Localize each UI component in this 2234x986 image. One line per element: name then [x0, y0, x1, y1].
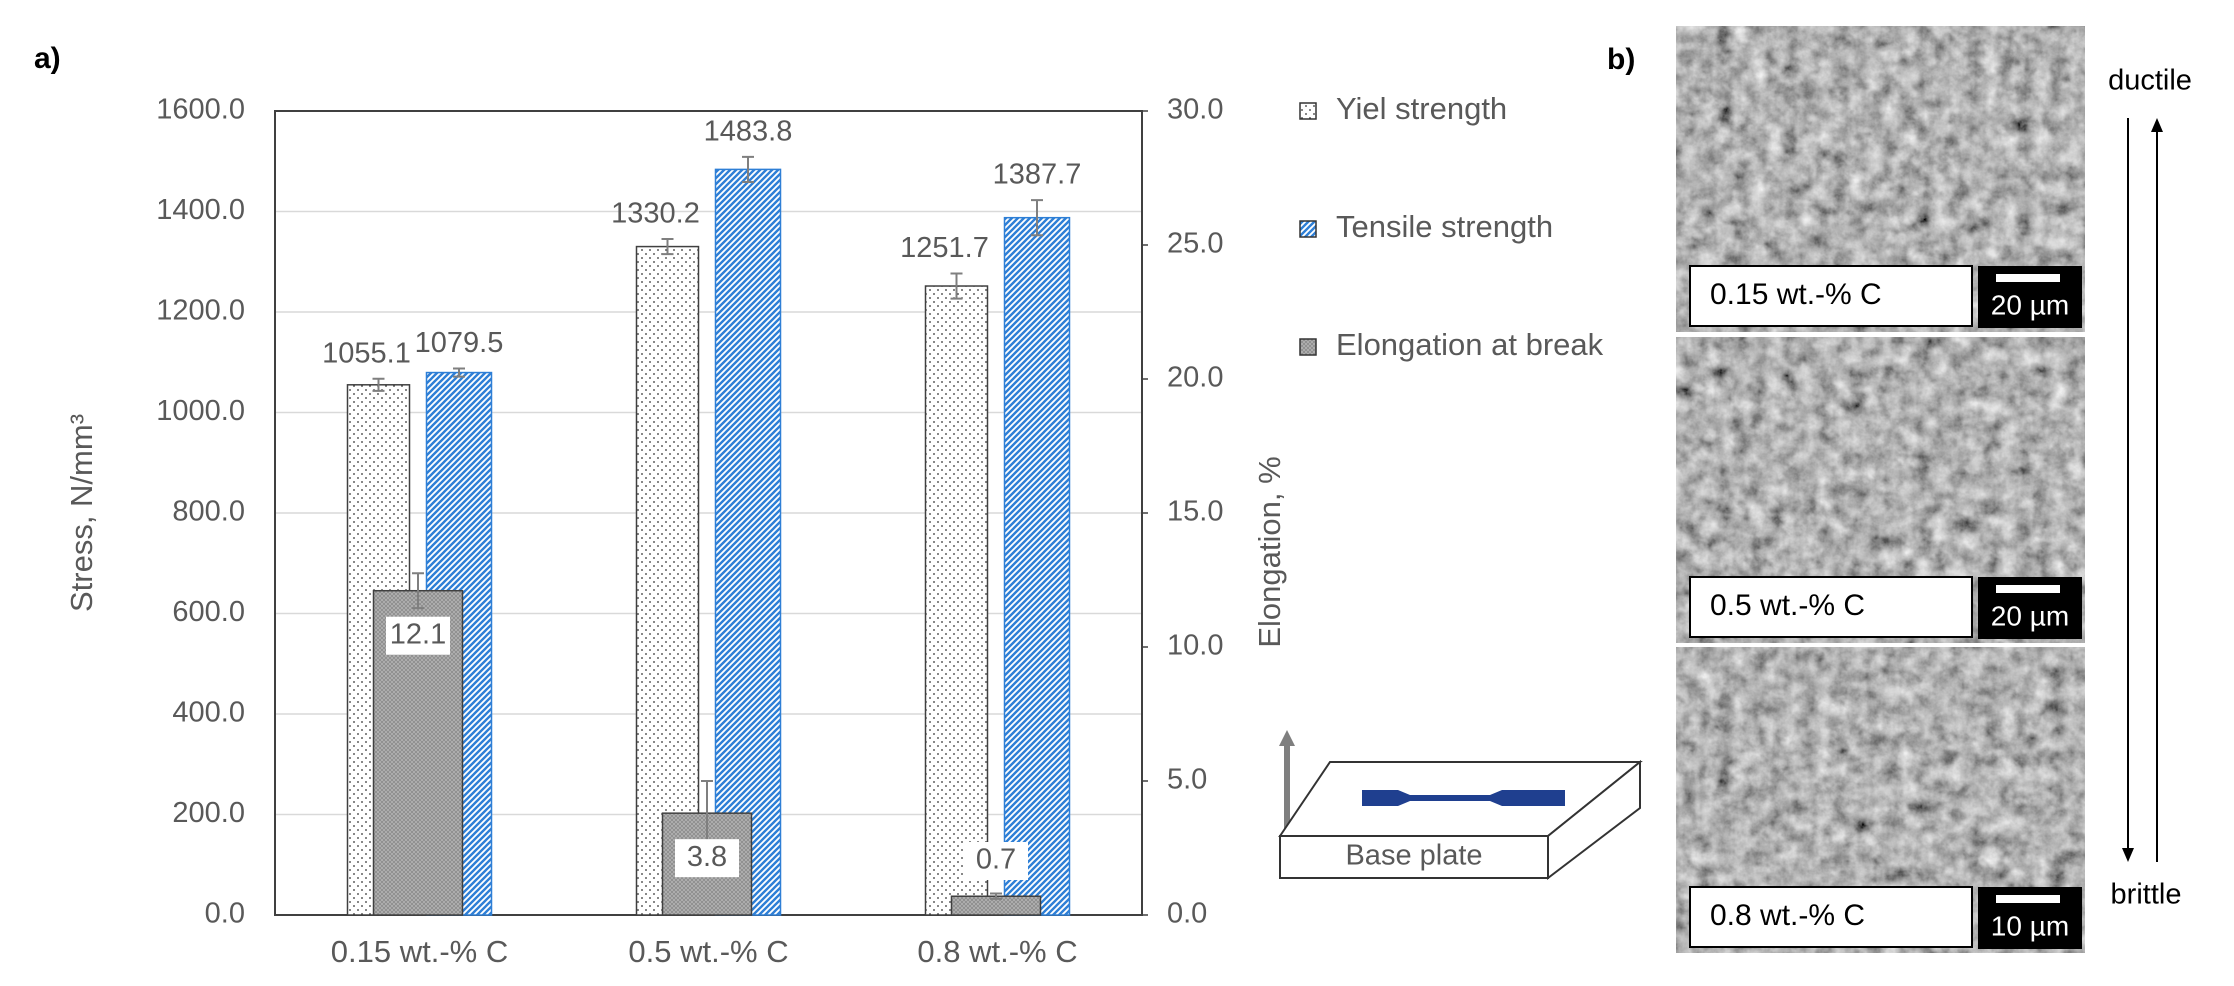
error-bar [742, 155, 754, 183]
y2-tick-label: 5.0 [1167, 764, 1207, 796]
brittle-label: brittle [2111, 879, 2182, 911]
value-label-bg [386, 616, 450, 655]
sem-label: 0.8 wt.-% C [1710, 899, 1865, 932]
y-tick-label: 0.0 [205, 898, 245, 930]
y-tick-label: 200.0 [172, 797, 245, 829]
sem-label-box [1689, 576, 1973, 638]
inset-label: Base plate [1345, 840, 1482, 872]
arrow-head [2122, 848, 2134, 862]
y2-tick-label: 15.0 [1167, 496, 1223, 528]
value-label: 1251.7 [900, 232, 989, 264]
arrow-head [2151, 118, 2163, 132]
y2-tick-label: 0.0 [1167, 898, 1207, 930]
y2-tick-label: 30.0 [1167, 94, 1223, 126]
y2-axis-title: Elongation, % [1252, 456, 1287, 647]
legend-swatch [1299, 220, 1317, 238]
scale-bar [1996, 585, 2060, 593]
error-bar [412, 572, 424, 610]
scale-bar [1996, 274, 2060, 282]
panel-label: a) [34, 42, 61, 75]
scale-label: 10 µm [1991, 910, 2069, 941]
value-label-bg [675, 839, 739, 878]
error-bar [661, 238, 674, 256]
legend-swatch [1299, 102, 1317, 120]
legend-swatch [1299, 338, 1317, 356]
legend-label: Elongation at break [1336, 327, 1604, 362]
panel-label: b) [1607, 43, 1635, 76]
value-label: 1483.8 [704, 115, 793, 147]
value-label: 1055.1 [322, 337, 411, 369]
y-tick-label: 1000.0 [156, 395, 245, 427]
bar [924, 285, 989, 916]
base-plate-inset: Base plate [1278, 730, 1643, 881]
y-tick-label: 1200.0 [156, 295, 245, 327]
legend-label: Tensile strength [1336, 209, 1553, 244]
bar [635, 245, 700, 916]
x-tick-label: 0.15 wt.-% C [331, 934, 508, 969]
error-bar [990, 892, 1002, 900]
sem-label: 0.15 wt.-% C [1710, 278, 1882, 311]
ductile-label: ductile [2108, 65, 2192, 97]
x-tick-label: 0.8 wt.-% C [917, 934, 1077, 969]
value-label: 1079.5 [415, 327, 504, 359]
build-arrow-head [1279, 730, 1295, 746]
y-tick-label: 600.0 [172, 596, 245, 628]
value-label-bg [964, 842, 1028, 880]
sem-label-box [1689, 886, 1973, 948]
plate-front [1279, 835, 1549, 879]
bar [714, 168, 782, 916]
sem-label: 0.5 wt.-% C [1710, 589, 1865, 622]
error-bar [453, 367, 465, 378]
scale-bar [1996, 895, 2060, 903]
scale-label: 20 µm [1991, 600, 2069, 631]
y2-tick-label: 25.0 [1167, 228, 1223, 260]
value-label: 1387.7 [993, 159, 1082, 191]
sem-label-box [1689, 265, 1973, 327]
error-bar [950, 272, 963, 300]
error-bar [372, 377, 385, 392]
value-label: 1330.2 [611, 198, 700, 230]
y-tick-label: 800.0 [172, 496, 245, 528]
y-tick-label: 400.0 [172, 697, 245, 729]
y2-tick-label: 10.0 [1167, 630, 1223, 662]
legend-label: Yiel strength [1336, 91, 1507, 126]
error-bar [1031, 199, 1043, 237]
specimen [1362, 790, 1565, 806]
y-tick-label: 1400.0 [156, 194, 245, 226]
value-label: 12.1 [390, 618, 446, 650]
value-label: 0.7 [976, 844, 1016, 876]
y2-tick-label: 20.0 [1167, 362, 1223, 394]
x-tick-label: 0.5 wt.-% C [628, 934, 788, 969]
scale-label: 20 µm [1991, 289, 2069, 320]
bar [1003, 216, 1071, 916]
y-axis-title: Stress, N/mm³ [64, 414, 99, 612]
y-tick-label: 1600.0 [156, 94, 245, 126]
value-label: 3.8 [687, 841, 727, 873]
